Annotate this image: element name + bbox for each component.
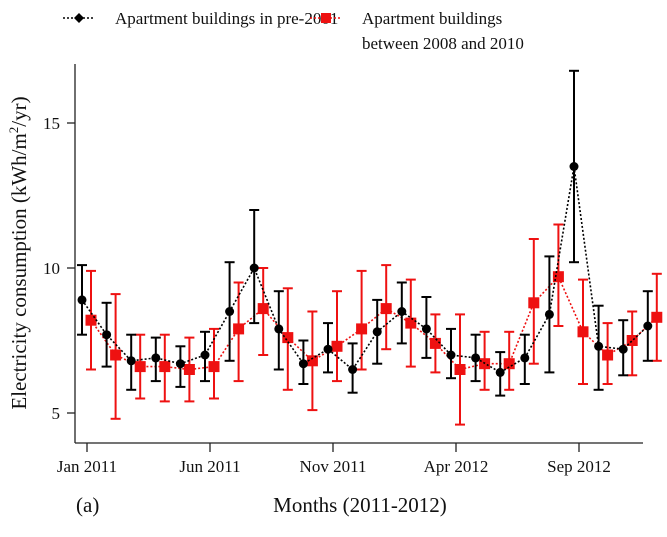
data-point bbox=[110, 349, 122, 361]
series-line bbox=[81, 166, 649, 374]
data-point bbox=[274, 324, 284, 334]
data-point bbox=[569, 162, 579, 171]
data-point bbox=[151, 353, 161, 363]
data-point bbox=[282, 332, 294, 344]
y-axis-title-main: Electricity consumption (kWh/m bbox=[7, 133, 31, 409]
data-point bbox=[421, 324, 431, 334]
data-point bbox=[159, 361, 171, 373]
data-point bbox=[298, 359, 308, 369]
data-point bbox=[249, 263, 259, 273]
legend-label-2008-2010-line2: between 2008 and 2010 bbox=[362, 34, 524, 53]
x-tick-label: Apr 2012 bbox=[424, 457, 489, 476]
data-point bbox=[380, 303, 392, 315]
x-axis-title: Months (2011-2012) bbox=[273, 493, 447, 517]
data-point bbox=[331, 340, 343, 352]
data-point bbox=[200, 350, 210, 360]
data-point bbox=[651, 311, 663, 323]
x-tick-label: Jan 2011 bbox=[57, 457, 117, 476]
x-tick-label: Nov 2011 bbox=[300, 457, 367, 476]
plot-area bbox=[77, 69, 663, 426]
data-point bbox=[175, 359, 185, 369]
x-ticks: Jan 2011 Jun 2011 Nov 2011 Apr 2012 Sep 2012 bbox=[57, 443, 611, 476]
y-tick-label: 5 bbox=[52, 404, 61, 423]
legend: Apartment buildings in pre-2001 Apartmen… bbox=[63, 9, 524, 53]
legend-marker-circle bbox=[74, 13, 84, 23]
data-point bbox=[618, 344, 628, 354]
data-point bbox=[356, 323, 368, 335]
panel-label: (a) bbox=[76, 493, 99, 517]
data-point bbox=[471, 353, 481, 363]
series-pre-2001 bbox=[77, 69, 653, 397]
legend-marker-square bbox=[321, 13, 331, 23]
data-point bbox=[626, 335, 638, 346]
error-bar bbox=[356, 269, 367, 371]
legend-label-2008-2010-line1: Apartment buildings bbox=[362, 9, 502, 28]
x-tick-label: Jun 2011 bbox=[179, 457, 240, 476]
legend-label-pre-2001: Apartment buildings in pre-2001 bbox=[115, 9, 338, 28]
data-point bbox=[643, 321, 653, 331]
data-point bbox=[544, 309, 554, 319]
y-axis-title-tail: /yr) bbox=[7, 96, 31, 126]
series-line bbox=[90, 275, 658, 371]
y-tick-label: 10 bbox=[43, 259, 60, 278]
y-axis-title-sup: 2 bbox=[6, 127, 21, 134]
data-point bbox=[306, 355, 318, 367]
data-point bbox=[602, 349, 614, 361]
legend-item-2008-2010: Apartment buildings between 2008 and 201… bbox=[310, 9, 524, 53]
y-ticks: 5 10 15 bbox=[43, 114, 75, 423]
data-point bbox=[454, 364, 466, 375]
data-point bbox=[397, 307, 407, 316]
data-point bbox=[183, 364, 195, 375]
legend-item-pre-2001: Apartment buildings in pre-2001 bbox=[63, 9, 338, 28]
data-point bbox=[446, 350, 456, 360]
data-point bbox=[552, 271, 564, 283]
data-point bbox=[85, 314, 97, 326]
data-point bbox=[348, 365, 358, 374]
x-tick-label: Sep 2012 bbox=[547, 457, 611, 476]
data-point bbox=[77, 295, 87, 305]
data-point bbox=[208, 361, 220, 373]
data-point bbox=[577, 326, 589, 338]
data-point bbox=[528, 297, 540, 309]
data-point bbox=[323, 344, 333, 354]
data-point bbox=[503, 358, 515, 370]
series-2008-2010 bbox=[85, 223, 663, 426]
data-point bbox=[594, 341, 604, 351]
axes: 5 10 15 Jan 2011 Jun 2011 Nov 2011 Apr 2012 Se… bbox=[43, 64, 643, 476]
data-point bbox=[134, 361, 146, 373]
data-point bbox=[102, 330, 112, 340]
y-axis-title: Electricity consumption (kWh/m2/yr) bbox=[6, 96, 31, 409]
y-tick-label: 15 bbox=[43, 114, 60, 133]
error-bar bbox=[332, 290, 342, 383]
data-point bbox=[520, 353, 530, 363]
data-point bbox=[225, 307, 235, 316]
data-point bbox=[495, 367, 505, 377]
data-point bbox=[257, 303, 269, 315]
data-point bbox=[405, 317, 417, 329]
data-point bbox=[233, 323, 245, 335]
data-point bbox=[429, 337, 441, 349]
data-point bbox=[372, 327, 382, 337]
data-point bbox=[126, 356, 136, 366]
